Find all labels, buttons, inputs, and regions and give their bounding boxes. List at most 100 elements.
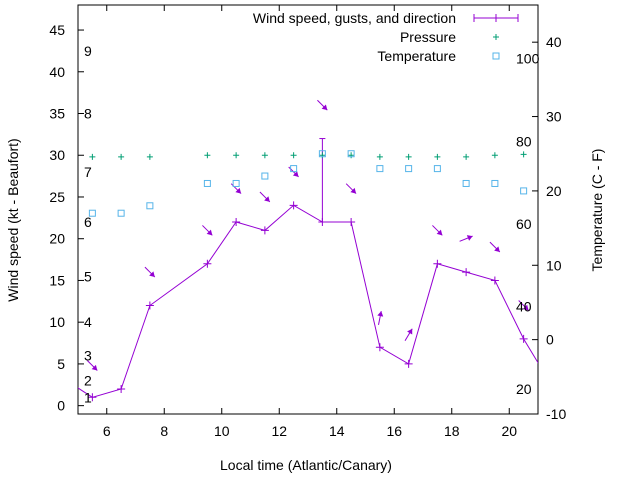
wind-direction-arrow xyxy=(144,266,156,278)
fahrenheit-label: 60 xyxy=(516,216,532,232)
wind-direction-arrow xyxy=(377,311,384,325)
y-tick-label: 20 xyxy=(49,231,65,247)
wind-point xyxy=(490,276,499,285)
x-tick-label: 12 xyxy=(271,423,287,439)
wind-direction-arrow xyxy=(518,300,529,311)
y-tick-label: 5 xyxy=(57,356,65,372)
legend: Wind speed, gusts, and direction Pressure… xyxy=(253,10,519,64)
pressure-point xyxy=(146,153,153,160)
pressure-point xyxy=(233,152,240,159)
wind-line xyxy=(78,204,538,398)
wind-direction-arrow xyxy=(87,360,98,371)
wind-series xyxy=(63,99,548,402)
legend-label-wind: Wind speed, gusts, and direction xyxy=(253,10,456,26)
temperature-point xyxy=(146,202,154,210)
temperature-series xyxy=(88,150,528,217)
wind-point xyxy=(260,226,269,235)
wind-point xyxy=(433,259,442,268)
temperature-point xyxy=(376,165,384,173)
y2-axis-label: Temperature (C - F) xyxy=(589,149,605,272)
pressure-point xyxy=(348,152,355,159)
legend-label-temperature: Temperature xyxy=(377,48,456,64)
legend-marker-pressure xyxy=(493,34,499,40)
wind-direction-arrow xyxy=(345,183,357,194)
wind-direction-arrow xyxy=(459,235,473,242)
pressure-point xyxy=(491,152,498,159)
wind-point xyxy=(375,343,384,352)
fahrenheit-label: 20 xyxy=(516,381,532,397)
temperature-point xyxy=(203,179,211,187)
y-tick-label: 40 xyxy=(49,64,65,80)
pressure-point xyxy=(405,153,412,160)
pressure-series xyxy=(89,151,527,160)
wind-point xyxy=(347,218,356,227)
pressure-point xyxy=(89,153,96,160)
x-axis-label: Local time (Atlantic/Canary) xyxy=(220,457,392,473)
y-tick-label: 35 xyxy=(49,106,65,122)
pressure-point xyxy=(204,152,211,159)
x-tick-label: 8 xyxy=(160,423,168,439)
wind-point xyxy=(145,301,154,310)
pressure-point xyxy=(520,151,527,158)
y-tick-label: 45 xyxy=(49,22,65,38)
beaufort-label: 1 xyxy=(84,389,92,405)
temperature-point xyxy=(347,150,355,158)
temperature-point xyxy=(318,150,326,158)
wind-point xyxy=(404,359,413,368)
beaufort-label: 7 xyxy=(84,164,92,180)
wind-direction-arrow xyxy=(259,191,271,203)
wind-point xyxy=(289,201,298,210)
wind-direction-arrow xyxy=(404,328,413,341)
y2-tick-label: 20 xyxy=(546,183,562,199)
wind-direction-arrow xyxy=(432,225,443,236)
plot-frame xyxy=(77,4,539,415)
temperature-point xyxy=(520,187,528,195)
wind-direction-arrow xyxy=(489,241,501,253)
fahrenheit-label: 100 xyxy=(516,51,540,67)
beaufort-label: 3 xyxy=(84,348,92,364)
temperature-point xyxy=(232,179,240,187)
wind-point xyxy=(232,218,241,227)
wind-direction-arrow xyxy=(202,225,213,236)
fahrenheit-label: 80 xyxy=(516,133,532,149)
series-layer xyxy=(63,99,548,402)
legend-marker-temperature xyxy=(492,52,500,60)
y2-tick-label: 30 xyxy=(546,109,562,125)
wind-point xyxy=(63,377,71,385)
x-tick-label: 14 xyxy=(329,423,345,439)
x-tick-label: 10 xyxy=(214,423,230,439)
temperature-point xyxy=(462,179,470,187)
wind-point xyxy=(88,393,97,402)
y-tick-label: 25 xyxy=(49,189,65,205)
pressure-point xyxy=(290,152,297,159)
beaufort-label: 9 xyxy=(84,43,92,59)
x-tick-label: 16 xyxy=(386,423,402,439)
wind-direction-arrow xyxy=(317,99,328,111)
temperature-point xyxy=(261,172,269,180)
temperature-point xyxy=(290,165,298,173)
wind-point xyxy=(117,384,126,393)
x-tick-label: 6 xyxy=(103,423,111,439)
y2-tick-label: 40 xyxy=(546,34,562,50)
beaufort-label: 4 xyxy=(84,314,92,330)
temperature-point xyxy=(491,179,499,187)
pressure-point xyxy=(261,152,268,159)
temperature-point xyxy=(88,209,96,217)
axes-layer xyxy=(77,4,539,415)
y2-tick-label: -10 xyxy=(546,406,566,422)
pressure-point xyxy=(376,153,383,160)
x-tick-label: 18 xyxy=(444,423,460,439)
label-layer: Local time (Atlantic/Canary) Wind speed … xyxy=(5,22,605,473)
y-tick-label: 30 xyxy=(49,147,65,163)
y-tick-label: 10 xyxy=(49,314,65,330)
pressure-point xyxy=(118,153,125,160)
wind-point xyxy=(519,334,528,343)
beaufort-label: 6 xyxy=(84,214,92,230)
y-tick-label: 15 xyxy=(49,272,65,288)
wind-point xyxy=(462,268,471,277)
wind-point xyxy=(540,368,548,376)
pressure-point xyxy=(434,153,441,160)
beaufort-label: 8 xyxy=(84,106,92,122)
fahrenheit-label: 40 xyxy=(516,299,532,315)
